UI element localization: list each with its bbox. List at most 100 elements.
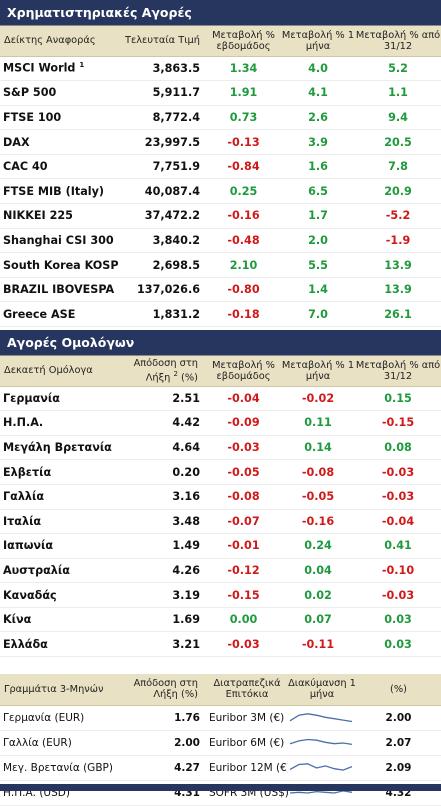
index-name: South Korea KOSPI	[0, 252, 118, 278]
bill-country: Γαλλία (EUR)	[0, 730, 118, 756]
bond-month-change: 0.02	[281, 582, 355, 608]
ytd-change: 1.1	[355, 80, 441, 106]
last-price: 137,026.6	[118, 277, 206, 303]
index-name-text: MSCI World	[3, 62, 76, 76]
index-name-text: FTSE MIB (Italy)	[3, 184, 104, 198]
col-yield-unit: (%)	[181, 372, 198, 384]
bond-week-change: -0.08	[206, 484, 281, 510]
interbank-value: 2.00	[356, 705, 441, 731]
bond-week-change: -0.09	[206, 410, 281, 436]
ytd-change: 13.9	[355, 277, 441, 303]
bond-yield: 1.49	[118, 533, 206, 559]
equity-row: FTSE MIB (Italy) 40,087.4 0.25 6.5 20.9	[0, 178, 441, 205]
bond-country: Κίνα	[0, 607, 118, 633]
week-change: -0.13	[206, 129, 281, 155]
index-name: Shanghai CSI 300	[0, 228, 118, 254]
ytd-change: 7.8	[355, 154, 441, 180]
bond-month-change: 0.04	[281, 558, 355, 584]
col-fluctuation: Διακύμανση 1 μήνα	[288, 678, 356, 701]
index-name: MSCI World 1	[0, 56, 118, 82]
month-change: 3.9	[281, 129, 355, 155]
equity-row: Shanghai CSI 300 3,840.2 -0.48 2.0 -1.9	[0, 228, 441, 254]
index-name-text: NIKKEI 225	[3, 209, 73, 223]
bond-week-change: 0.00	[206, 607, 281, 633]
ytd-change: 20.9	[355, 178, 441, 205]
equities-title: Χρηματιστηριακές Αγορές	[0, 0, 441, 26]
bond-ytd-change: -0.04	[355, 509, 441, 535]
bond-week-change: -0.01	[206, 533, 281, 559]
bond-ytd-change: -0.03	[355, 484, 441, 510]
bond-country: Ιαπωνία	[0, 533, 118, 559]
bond-yield: 4.64	[118, 435, 206, 461]
bill-row: Γαλλία (EUR) 2.00 Euribor 6M (€) 2.07	[0, 730, 441, 756]
last-price: 5,911.7	[118, 80, 206, 106]
index-name-sup: 1	[79, 61, 85, 70]
bond-ytd-change: 0.03	[355, 631, 441, 658]
interbank-value: 2.07	[356, 730, 441, 756]
bonds-header-row: Δεκαετή Ομόλογα Απόδοση στη Λήξη 2 (%) Μ…	[0, 356, 441, 387]
index-name: FTSE 100	[0, 105, 118, 131]
bill-yield: 2.00	[118, 730, 206, 756]
bond-month-change: -0.02	[281, 386, 355, 412]
bond-row: Ιταλία 3.48 -0.07 -0.16 -0.04	[0, 509, 441, 535]
equity-row: FTSE 100 8,772.4 0.73 2.6 9.4	[0, 105, 441, 131]
bond-yield: 3.48	[118, 509, 206, 535]
index-name-text: BRAZIL IBOVESPA	[3, 283, 115, 297]
equity-row: CAC 40 7,751.9 -0.84 1.6 7.8	[0, 154, 441, 180]
month-change: 1.7	[281, 203, 355, 229]
equity-row: S&P 500 5,911.7 1.91 4.1 1.1	[0, 80, 441, 106]
fluctuation-sparkline	[288, 755, 356, 781]
bond-row: Η.Π.Α. 4.42 -0.09 0.11 -0.15	[0, 410, 441, 436]
bond-ytd-change: 0.03	[355, 607, 441, 633]
week-change: -0.16	[206, 203, 281, 229]
bills-header-row: Γραμμάτια 3-Μηνών Απόδοση στη Λήξη (%) Δ…	[0, 674, 441, 706]
bonds-table: Δεκαετή Ομόλογα Απόδοση στη Λήξη 2 (%) Μ…	[0, 356, 441, 658]
ytd-change: 5.2	[355, 56, 441, 82]
fluctuation-sparkline	[288, 730, 356, 756]
last-price: 37,472.2	[118, 203, 206, 229]
ytd-change: 13.9	[355, 252, 441, 278]
bond-yield: 1.69	[118, 607, 206, 633]
index-name: NIKKEI 225	[0, 203, 118, 229]
bill-country: Γερμανία (EUR)	[0, 705, 118, 731]
bond-row: Καναδάς 3.19 -0.15 0.02 -0.03	[0, 582, 441, 608]
week-change: 0.25	[206, 178, 281, 205]
month-change: 2.0	[281, 228, 355, 254]
bond-country: Γαλλία	[0, 484, 118, 510]
bond-week-change: -0.15	[206, 582, 281, 608]
bill-row: Γερμανία (EUR) 1.76 Euribor 3M (€) 2.00	[0, 705, 441, 731]
bond-month-change: 0.24	[281, 533, 355, 559]
ytd-change: 20.5	[355, 129, 441, 155]
bonds-title: Αγορές Ομολόγων	[0, 330, 441, 357]
index-name-text: S&P 500	[3, 86, 57, 100]
week-change: -0.80	[206, 277, 281, 303]
col-rate-pct: (%)	[390, 683, 407, 695]
col-yield-sup: 2	[173, 370, 178, 379]
bond-month-change: -0.16	[281, 509, 355, 535]
bond-ytd-change: 0.41	[355, 533, 441, 559]
col-yield: Απόδοση στη Λήξη 2 (%)	[118, 356, 206, 386]
bond-week-change: -0.03	[206, 435, 281, 461]
bond-month-change: -0.05	[281, 484, 355, 510]
bond-country: Ελλάδα	[0, 631, 118, 658]
bond-ytd-change: -0.15	[355, 410, 441, 436]
col-bond-month: Μεταβολή % 1 μήνα	[281, 359, 355, 382]
bond-yield: 3.21	[118, 631, 206, 658]
index-name-text: CAC 40	[3, 160, 48, 174]
col-bond-week: Μεταβολή % εβδομάδος	[212, 359, 275, 382]
bond-row: Κίνα 1.69 0.00 0.07 0.03	[0, 607, 441, 633]
last-price: 8,772.4	[118, 105, 206, 131]
interbank-rate: Euribor 6M (€)	[206, 730, 288, 756]
equity-row: BRAZIL IBOVESPA 137,026.6 -0.80 1.4 13.9	[0, 277, 441, 303]
equity-row: MSCI World 1 3,863.5 1.34 4.0 5.2	[0, 56, 441, 82]
bond-row: Αυστραλία 4.26 -0.12 0.04 -0.10	[0, 558, 441, 584]
ytd-change: -1.9	[355, 228, 441, 254]
last-price: 7,751.9	[118, 154, 206, 180]
month-change: 7.0	[281, 301, 355, 328]
col-interbank: Διατραπεζικά Επιτόκια	[213, 678, 281, 701]
bond-row: Ελβετία 0.20 -0.05 -0.08 -0.03	[0, 459, 441, 485]
bond-month-change: 0.11	[281, 410, 355, 436]
last-price: 2,698.5	[118, 252, 206, 278]
week-change: 1.91	[206, 80, 281, 106]
bond-ytd-change: -0.10	[355, 558, 441, 584]
